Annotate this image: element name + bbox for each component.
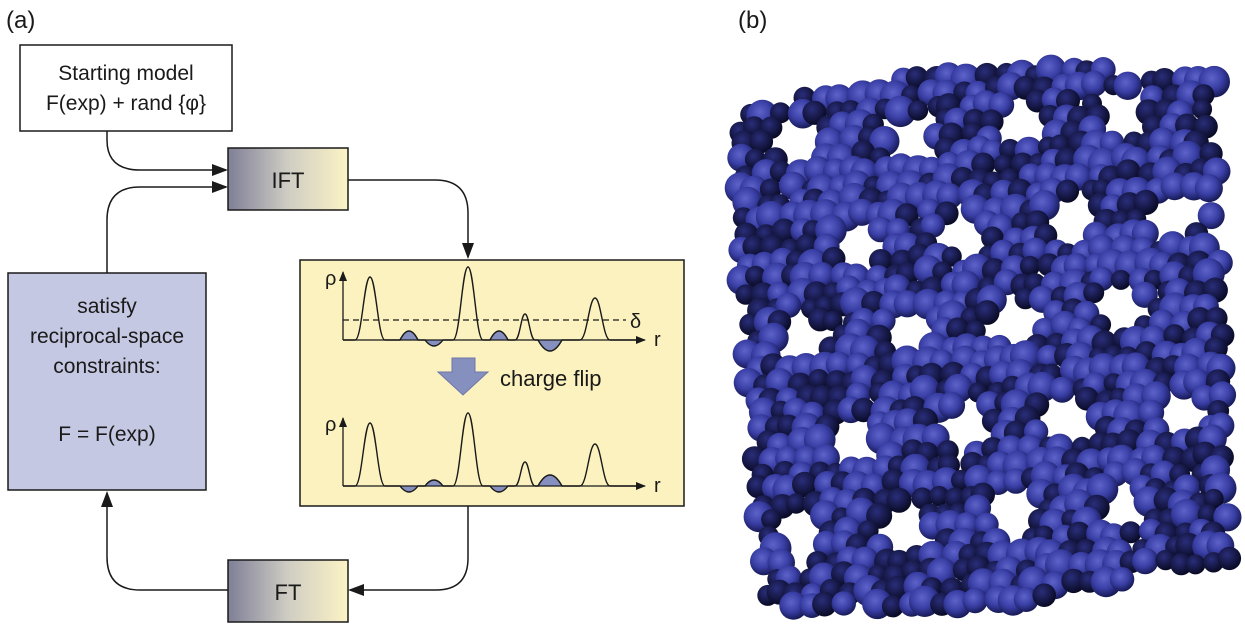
framework-atom bbox=[831, 591, 856, 616]
ift-label: IFT bbox=[272, 168, 305, 193]
x-axis-label-before: r bbox=[654, 329, 661, 351]
framework-atom bbox=[785, 493, 807, 514]
framework-atom bbox=[1132, 547, 1159, 575]
density-box: ρ r δ charge flip ρ r bbox=[299, 259, 685, 507]
framework-atom bbox=[1061, 568, 1086, 594]
threshold-label: δ bbox=[630, 311, 641, 333]
panel-a-label: (a) bbox=[6, 7, 35, 34]
framework-atom bbox=[749, 129, 774, 154]
framework-atom bbox=[761, 509, 782, 530]
flow-arrows bbox=[101, 131, 474, 596]
framework-atom bbox=[1113, 71, 1143, 101]
ft-label: FT bbox=[275, 580, 302, 605]
framework-atom bbox=[1055, 179, 1080, 203]
constraints-line3: constraints: bbox=[53, 355, 160, 378]
framework-atom bbox=[886, 487, 912, 513]
ift-box: IFT bbox=[227, 147, 349, 211]
framework-atom bbox=[884, 95, 917, 128]
y-axis-label-after: ρ bbox=[325, 414, 336, 436]
starting-model-line1: Starting model bbox=[58, 62, 193, 85]
framework-atom bbox=[1217, 546, 1242, 571]
framework-atom bbox=[1197, 202, 1225, 230]
framework-atom bbox=[920, 213, 945, 238]
panel-b: (b) bbox=[724, 7, 1242, 620]
framework-atom bbox=[929, 485, 950, 507]
framework-atom bbox=[941, 246, 962, 267]
framework-atom bbox=[1019, 255, 1041, 277]
framework-atom bbox=[1170, 553, 1193, 576]
framework-atom bbox=[1083, 282, 1105, 304]
framework-atom bbox=[822, 310, 843, 331]
constraints-line4: F = F(exp) bbox=[58, 423, 155, 446]
density-plot-before: ρ r δ bbox=[325, 266, 661, 352]
panel-a: (a) Starting model F(exp) + rand {φ} IFT… bbox=[6, 7, 685, 623]
framework-atom bbox=[881, 595, 904, 618]
framework-atom bbox=[1049, 376, 1076, 403]
arrow-ft-to-constraints bbox=[101, 491, 228, 591]
framework-atom bbox=[1194, 174, 1223, 203]
x-axis-label-after: r bbox=[654, 475, 661, 497]
crystal-structure-render bbox=[724, 54, 1242, 620]
constraints-box: satisfy reciprocal-space constraints: F … bbox=[7, 272, 207, 491]
framework-atom bbox=[1109, 567, 1135, 592]
ft-box: FT bbox=[227, 559, 349, 623]
framework-atom bbox=[962, 588, 988, 614]
framework-atom bbox=[911, 487, 934, 510]
constraints-line2: reciprocal-space bbox=[30, 325, 184, 348]
density-plot-after: ρ r bbox=[325, 412, 661, 497]
panel-b-label: (b) bbox=[738, 7, 767, 34]
framework-atom bbox=[745, 265, 766, 287]
density-curve-before bbox=[343, 266, 640, 352]
framework-atom bbox=[742, 235, 766, 259]
framework-atom bbox=[907, 100, 929, 121]
framework-atom bbox=[1163, 324, 1186, 347]
framework-atom bbox=[1192, 99, 1213, 120]
framework-atom bbox=[1081, 70, 1107, 97]
framework-atom bbox=[1110, 269, 1131, 290]
starting-model-box: Starting model F(exp) + rand {φ} bbox=[19, 44, 233, 132]
framework-atom bbox=[1119, 521, 1142, 544]
framework-atom bbox=[1133, 189, 1159, 215]
framework-atom bbox=[1032, 583, 1056, 607]
constraints-line1: satisfy bbox=[77, 295, 137, 318]
y-axis-label-before: ρ bbox=[325, 268, 336, 290]
framework-atom bbox=[1203, 488, 1224, 509]
framework-atom bbox=[779, 591, 808, 620]
framework-atom bbox=[792, 471, 818, 498]
framework-atom bbox=[808, 369, 830, 391]
framework-atom bbox=[974, 300, 1000, 325]
starting-model-line2: F(exp) + rand {φ} bbox=[46, 92, 206, 115]
framework-atom bbox=[938, 391, 966, 419]
arrow-density-to-ft bbox=[348, 506, 469, 596]
framework-atom bbox=[1013, 587, 1039, 612]
arrow-constraints-to-ift bbox=[106, 181, 228, 273]
arrow-ift-to-density bbox=[348, 179, 474, 259]
framework-atom bbox=[812, 591, 837, 617]
framework-atom bbox=[735, 284, 756, 305]
framework-atom bbox=[1185, 554, 1206, 575]
density-curve-after bbox=[343, 412, 640, 493]
framework-atom bbox=[1160, 172, 1189, 201]
arrow-start-to-ift bbox=[106, 131, 228, 176]
charge-flip-arrow: charge flip bbox=[436, 357, 602, 396]
framework-atom bbox=[1036, 344, 1061, 369]
charge-flip-label: charge flip bbox=[500, 366, 602, 391]
